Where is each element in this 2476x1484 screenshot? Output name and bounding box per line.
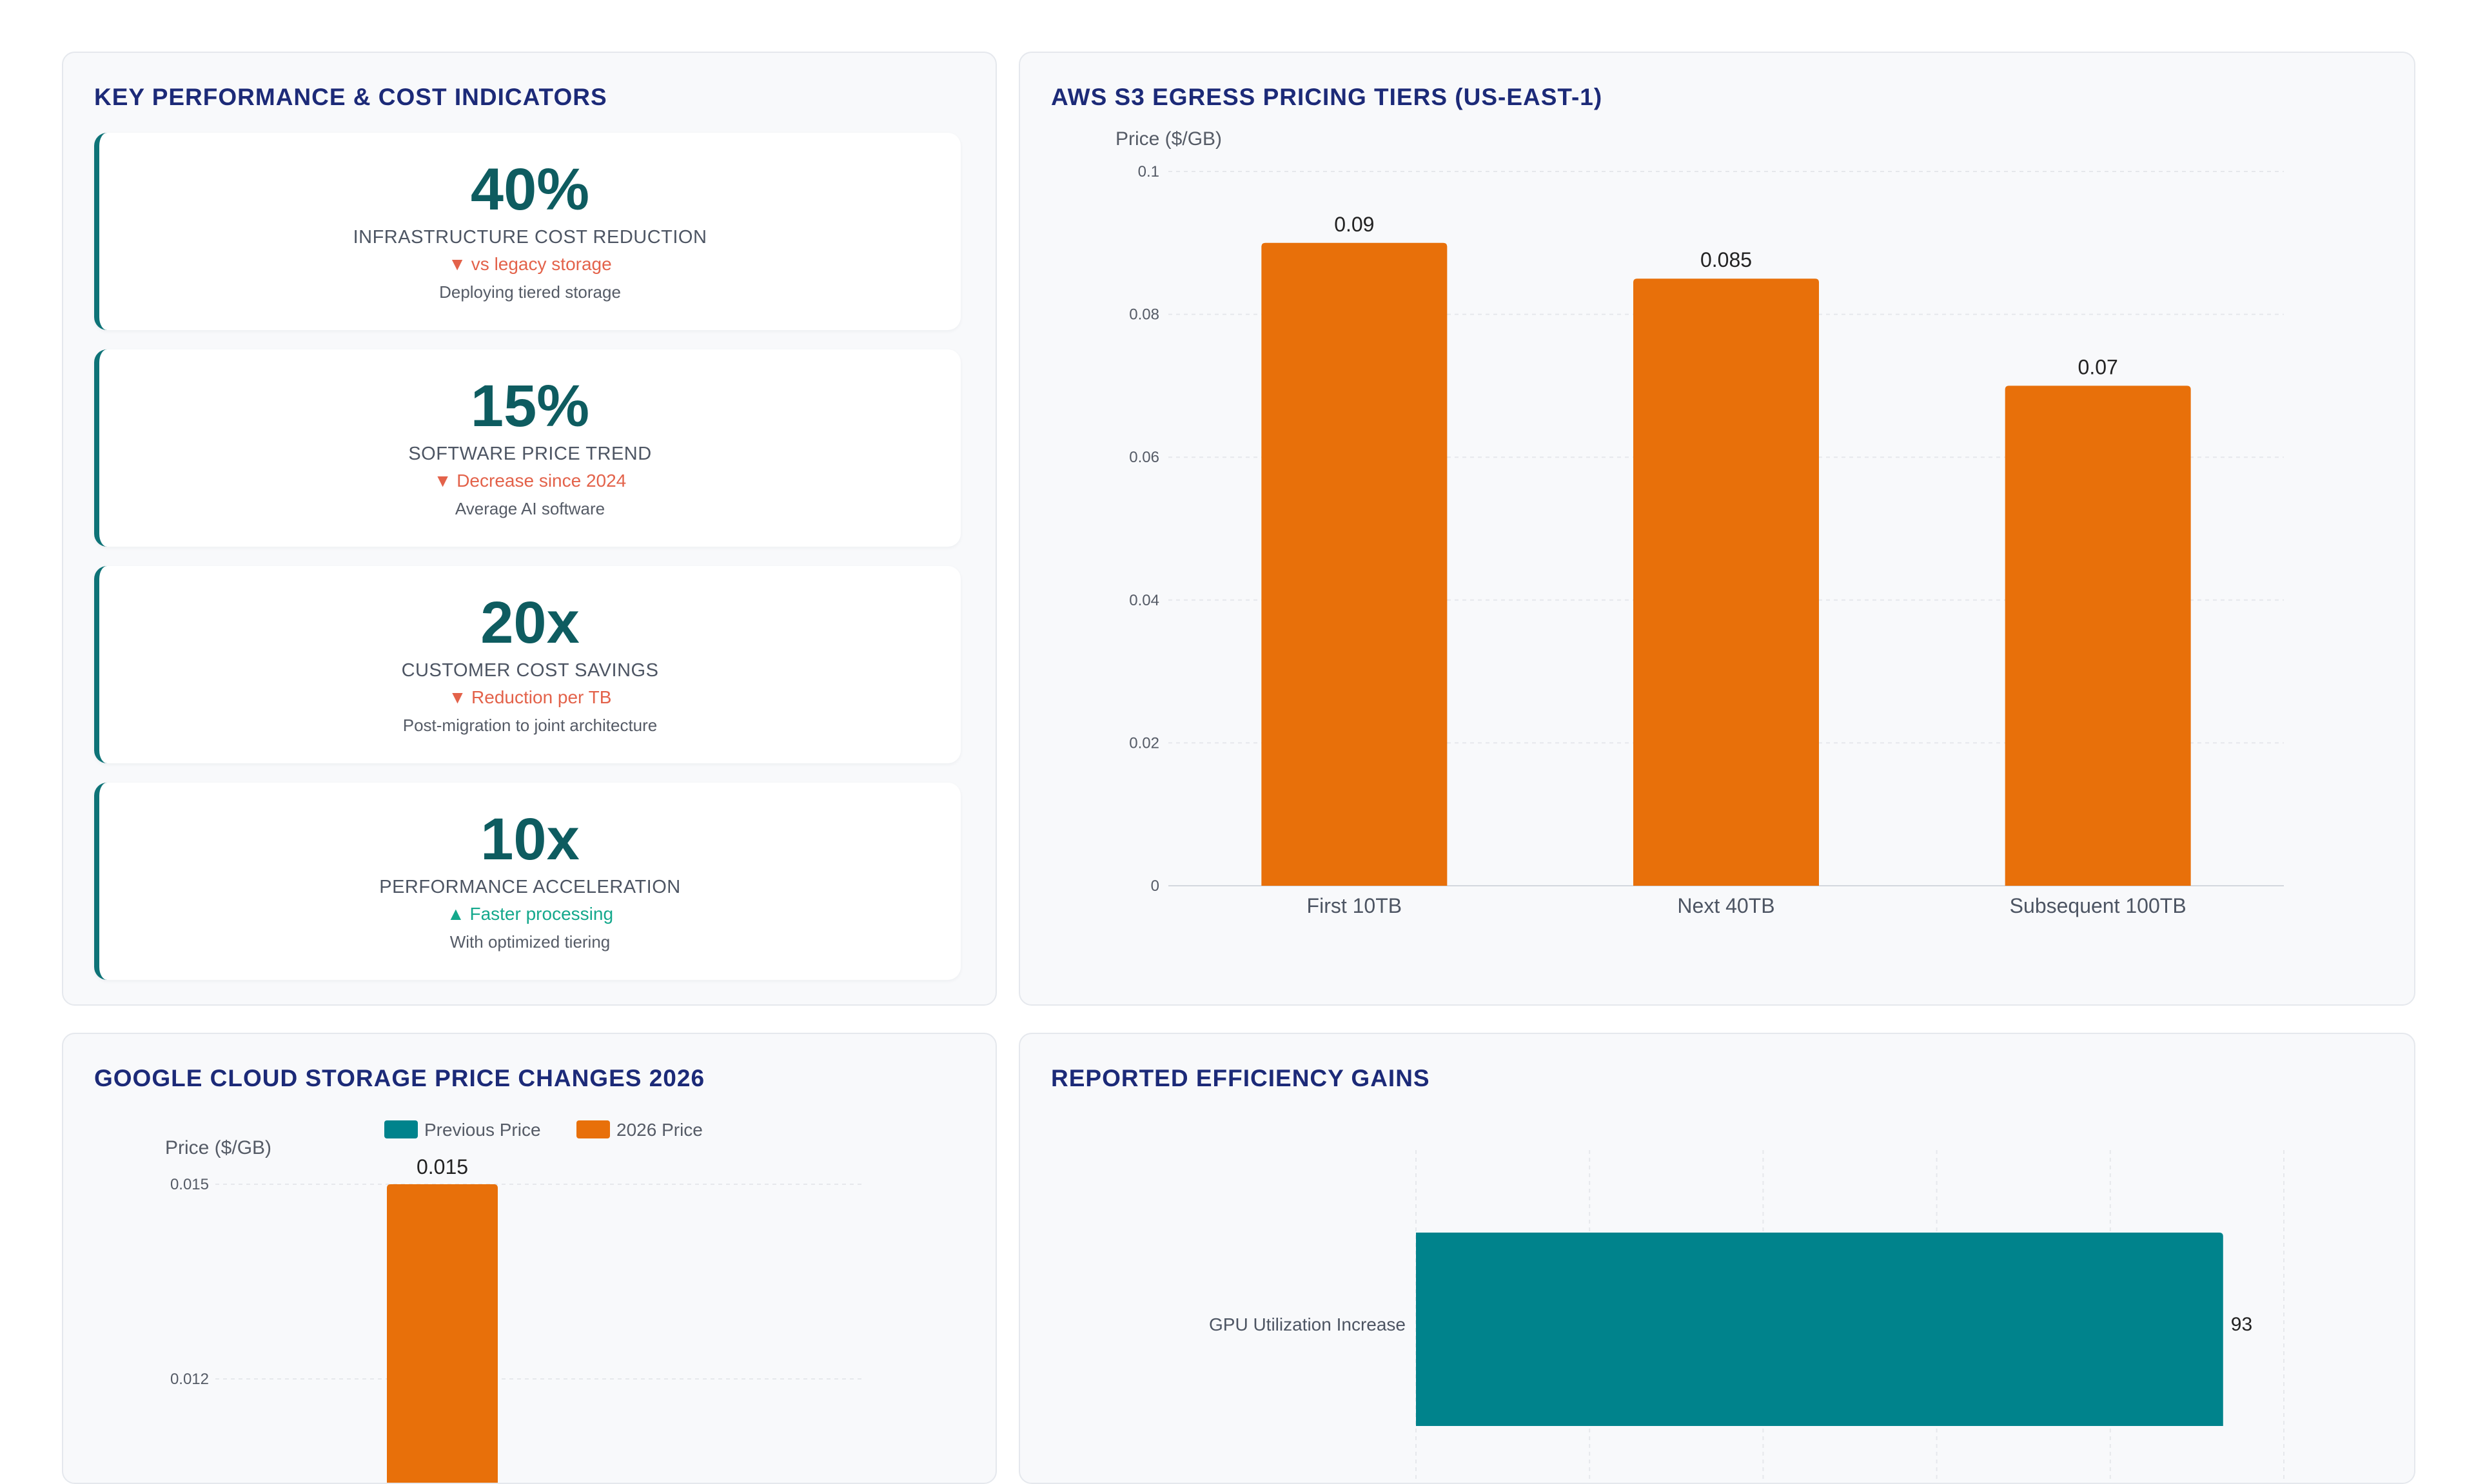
kpi-change: ▼ vs legacy storage (448, 254, 612, 274)
kpi-label: SOFTWARE PRICE TREND (408, 444, 652, 464)
y-tick-label: 0.08 (1129, 306, 1159, 324)
kpi-value: 20x (480, 590, 580, 656)
y-tick-label: 0.012 (170, 1371, 209, 1388)
data-label: 0.015 (417, 1155, 468, 1178)
aws-pricing-panel: AWS S3 EGRESS PRICING TIERS (US-EAST-1) … (1019, 52, 2415, 1006)
kpi-change: ▲ Faster processing (446, 904, 614, 924)
efficiency-panel: REPORTED EFFICIENCY GAINS GPU Utilizatio… (1019, 1033, 2415, 1484)
y-axis-label: Price ($/GB) (1115, 128, 1222, 150)
kpi-value: 15% (470, 373, 590, 439)
y-tick-label: 0.06 (1129, 449, 1159, 466)
x-tick-label: First 10TB (1307, 894, 1402, 917)
x-tick-label: Next 40TB (1677, 894, 1774, 917)
x-tick-label: Subsequent 100TB (2010, 894, 2186, 917)
y-axis-label: Price ($/GB) (165, 1137, 271, 1158)
kpi-card: 10x PERFORMANCE ACCELERATION ▲ Faster pr… (94, 783, 961, 980)
kpi-note: Deploying tiered storage (439, 282, 621, 302)
kpi-change: ▼ Decrease since 2024 (433, 471, 627, 491)
data-label: 93 (2231, 1314, 2252, 1335)
kpi-card: 40% INFRASTRUCTURE COST REDUCTION ▼ vs l… (94, 133, 961, 330)
y-tick-label: 0.04 (1129, 592, 1159, 609)
bar (2005, 386, 2191, 886)
bar (387, 1184, 498, 1483)
kpi-panel: KEY PERFORMANCE & COST INDICATORS 40% IN… (62, 52, 997, 1006)
kpi-note: Post-migration to joint architecture (402, 716, 658, 735)
legend-swatch (384, 1120, 418, 1138)
kpi-note: Average AI software (455, 499, 605, 518)
kpi-card: 20x CUSTOMER COST SAVINGS ▼ Reduction pe… (94, 566, 961, 763)
y-tick-label: 0.015 (170, 1176, 209, 1193)
gcs-pricing-panel: GOOGLE CLOUD STORAGE PRICE CHANGES 2026 … (62, 1033, 997, 1484)
kpi-card: 15% SOFTWARE PRICE TREND ▼ Decrease sinc… (94, 349, 961, 547)
kpi-note: With optimized tiering (449, 932, 611, 952)
data-label: 0.085 (1700, 248, 1752, 271)
kpi-label: CUSTOMER COST SAVINGS (401, 660, 659, 681)
kpi-value: 10x (480, 806, 580, 872)
chart-title: GOOGLE CLOUD STORAGE PRICE CHANGES 2026 (94, 1065, 705, 1091)
chart-title: REPORTED EFFICIENCY GAINS (1051, 1065, 1430, 1091)
chart-title: AWS S3 EGRESS PRICING TIERS (US-EAST-1) (1051, 84, 1603, 110)
kpi-value: 40% (470, 157, 590, 222)
y-tick-label: 0.02 (1129, 734, 1159, 752)
y-tick-label: 0 (1151, 877, 1159, 895)
y-tick-label: 0.1 (1138, 163, 1159, 181)
bar (1261, 242, 1448, 886)
bar (1416, 1233, 2223, 1426)
kpi-label: PERFORMANCE ACCELERATION (379, 877, 681, 897)
gcs-pricing-chart: Previous Price 2026 Price Price ($/GB) 0.01… (165, 1120, 863, 1483)
legend-swatch (576, 1120, 610, 1138)
bar (1633, 278, 1819, 886)
kpi-label: INFRASTRUCTURE COST REDUCTION (353, 227, 707, 248)
panel-title: KEY PERFORMANCE & COST INDICATORS (94, 84, 607, 110)
kpi-change: ▼ Reduction per TB (448, 687, 612, 707)
legend-label: Previous Price (424, 1120, 541, 1140)
efficiency-chart: GPU Utilization Increase 93 (1209, 1150, 2284, 1483)
legend-label: 2026 Price (616, 1120, 703, 1140)
aws-pricing-chart: Price ($/GB) 0 0.02 0.04 0.06 0.08 0.1 0.09 Firs… (1115, 128, 2284, 917)
data-label: 0.07 (2078, 355, 2118, 378)
y-tick-label: GPU Utilization Increase (1209, 1314, 1406, 1334)
data-label: 0.09 (1334, 213, 1374, 236)
